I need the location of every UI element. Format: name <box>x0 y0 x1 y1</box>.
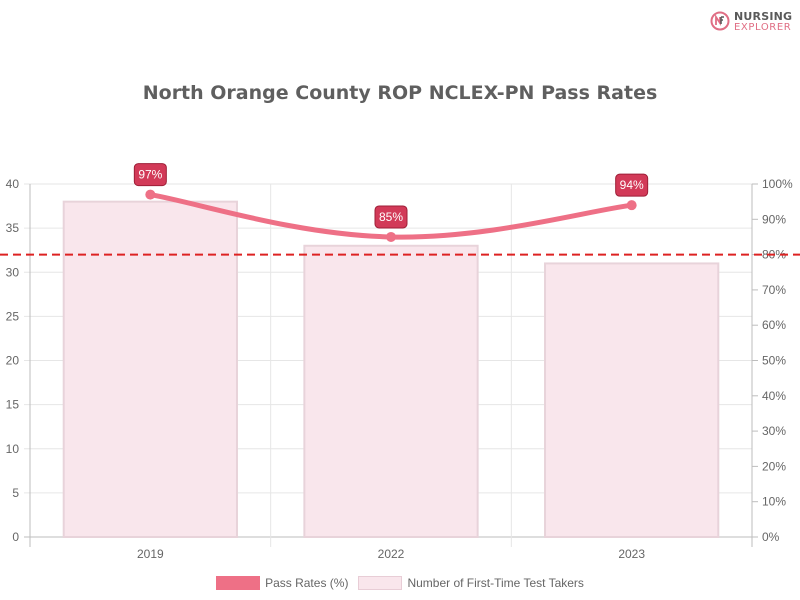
data-label-box <box>133 163 167 187</box>
y-right-tick-label: 90% <box>762 212 786 226</box>
y-left-tick-label: 25 <box>6 309 20 323</box>
y-left-tick-label: 40 <box>6 177 20 191</box>
data-label-box <box>615 173 649 197</box>
nurse-cap-logo-icon <box>710 11 730 31</box>
legend-swatch-test-takers <box>358 576 403 590</box>
y-left-tick-label: 0 <box>12 530 19 544</box>
y-right-tick-label: 50% <box>762 354 786 368</box>
bar-test-takers <box>303 244 479 538</box>
brand-name-top: NURSING <box>734 10 793 23</box>
point-pass-rate <box>386 231 396 242</box>
legend-swatch-pass-rates <box>216 576 261 590</box>
y-right-tick-label: 0% <box>762 530 780 544</box>
bar-test-takers <box>544 262 720 538</box>
chart-title: North Orange County ROP NCLEX-PN Pass Ra… <box>142 82 658 104</box>
y-left-tick-label: 35 <box>6 221 20 235</box>
y-left-tick-label: 30 <box>6 265 20 279</box>
y-right-tick-label: 40% <box>762 389 786 403</box>
bar-test-takers <box>62 200 238 538</box>
x-tick-label: 2023 <box>618 547 645 561</box>
y-left-tick-label: 5 <box>12 486 19 500</box>
data-label-pass-rate: 94% <box>620 178 644 192</box>
data-label-pass-rate: 97% <box>138 168 162 182</box>
x-tick-label: 2019 <box>137 547 164 561</box>
brand-name-bottom: EXPLORER <box>734 22 792 33</box>
y-right-tick-label: 30% <box>762 424 786 438</box>
x-tick-label: 2022 <box>378 547 405 561</box>
point-pass-rate <box>626 200 637 211</box>
y-left-tick-label: 10 <box>6 442 20 456</box>
brand-logo: NURSING EXPLORER <box>710 9 794 33</box>
legend-label-test-takers: Number of First-Time Test Takers <box>407 576 584 590</box>
y-right-tick-label: 60% <box>762 318 786 332</box>
y-right-tick-label: 20% <box>762 459 786 473</box>
legend-item-pass-rates[interactable]: Pass Rates (%) <box>216 576 348 590</box>
legend-label-pass-rates: Pass Rates (%) <box>265 576 349 590</box>
y-right-tick-label: 70% <box>762 283 786 297</box>
y-left-tick-label: 15 <box>6 398 20 412</box>
data-label-pass-rate: 85% <box>379 210 403 224</box>
point-pass-rate <box>145 189 156 200</box>
data-label-box <box>374 205 408 229</box>
legend-item-test-takers[interactable]: Number of First-Time Test Takers <box>358 576 584 590</box>
y-right-tick-label: 100% <box>762 177 793 191</box>
y-left-tick-label: 20 <box>6 354 20 368</box>
y-right-tick-label: 10% <box>762 495 786 509</box>
chart-legend: Pass Rates (%) Number of First-Time Test… <box>0 576 800 590</box>
